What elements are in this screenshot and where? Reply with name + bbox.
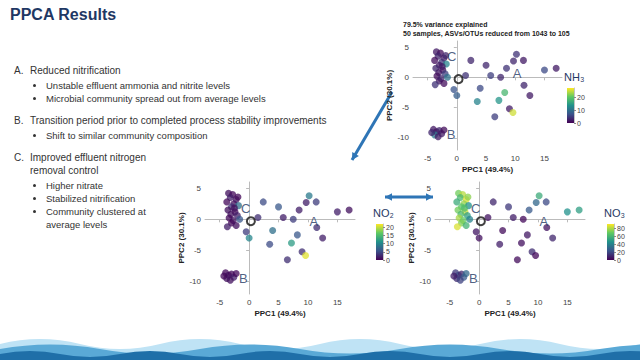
svg-text:10: 10 <box>303 298 312 307</box>
svg-text:C: C <box>447 49 456 64</box>
svg-text:-5: -5 <box>446 298 454 307</box>
svg-text:PPC1 (49.4%): PPC1 (49.4%) <box>462 165 513 174</box>
svg-text:10: 10 <box>533 298 542 307</box>
svg-text:40: 40 <box>617 241 625 248</box>
svg-text:PPC2 (30.1%): PPC2 (30.1%) <box>177 212 186 263</box>
html-text:Transition period prior to com: Transition period prior to completed pro… <box>30 115 327 126</box>
svg-text:0: 0 <box>477 298 482 307</box>
svg-text:C: C <box>471 201 480 216</box>
svg-text:-5: -5 <box>402 103 410 112</box>
svg-text:C: C <box>241 201 250 216</box>
svg-text:20: 20 <box>386 224 394 231</box>
svg-text:5: 5 <box>197 184 202 193</box>
svg-text:80: 80 <box>617 225 625 232</box>
svg-text:PPC2 (30.1%): PPC2 (30.1%) <box>407 212 416 263</box>
svg-text:0: 0 <box>386 257 390 264</box>
svg-text:10: 10 <box>511 154 520 163</box>
svg-text:-10: -10 <box>419 277 431 286</box>
svg-text:10: 10 <box>577 107 585 114</box>
svg-text:B: B <box>239 271 248 286</box>
html-text:Higher nitrate: Higher nitrate <box>46 180 103 191</box>
html-text:Shift to similar community com: Shift to similar community composition <box>46 130 208 141</box>
svg-text:5: 5 <box>276 298 281 307</box>
svg-text:20: 20 <box>617 249 625 256</box>
svg-text:5: 5 <box>484 154 489 163</box>
svg-text:0: 0 <box>405 73 410 82</box>
svg-text:0: 0 <box>455 154 460 163</box>
svg-text:B: B <box>469 271 478 286</box>
svg-text:15: 15 <box>386 232 394 239</box>
html-text:B.: B. <box>14 115 24 126</box>
svg-text:0: 0 <box>427 215 432 224</box>
html-text:Stabilized nitrification: Stabilized nitrification <box>46 193 136 204</box>
svg-text:15: 15 <box>333 298 342 307</box>
svg-text:A: A <box>309 214 318 229</box>
svg-text:NH₃: NH₃ <box>564 71 584 83</box>
svg-text:-10: -10 <box>397 133 409 142</box>
svg-text:PPC1 (49.4%): PPC1 (49.4%) <box>484 309 535 318</box>
svg-text:0: 0 <box>577 120 581 127</box>
svg-text:PPC1 (49.4%): PPC1 (49.4%) <box>254 309 305 318</box>
svg-text:-10: -10 <box>189 277 201 286</box>
html-text:PPCA Results: PPCA Results <box>10 6 117 23</box>
svg-text:79.5% variance explained: 79.5% variance explained <box>403 21 487 29</box>
html-text:Improved effluent nitrogen rem: Improved effluent nitrogen removal contr… <box>30 152 146 176</box>
svg-text:5: 5 <box>386 248 390 255</box>
svg-text:15: 15 <box>540 154 549 163</box>
html-text:C.: C. <box>14 152 24 163</box>
svg-text:60: 60 <box>617 233 625 240</box>
svg-text:10: 10 <box>386 240 394 247</box>
svg-text:0: 0 <box>617 257 621 264</box>
svg-text:5: 5 <box>506 298 511 307</box>
svg-text:5: 5 <box>405 43 410 52</box>
svg-text:A: A <box>539 214 548 229</box>
svg-text:A: A <box>513 66 522 81</box>
svg-text:-5: -5 <box>194 246 202 255</box>
html-text:Reduced nitrification: Reduced nitrification <box>30 65 121 76</box>
svg-text:15: 15 <box>563 298 572 307</box>
svg-text:-5: -5 <box>424 154 432 163</box>
html-text:Microbial community spread out: Microbial community spread out from aver… <box>46 93 266 104</box>
svg-text:PPC2 (30.1%): PPC2 (30.1%) <box>385 70 394 121</box>
svg-text:NO₂: NO₂ <box>373 207 394 219</box>
svg-text:-5: -5 <box>424 246 432 255</box>
svg-text:5: 5 <box>427 184 432 193</box>
html-text:Community clustered at average: Community clustered at average levels <box>46 206 146 230</box>
svg-text:0: 0 <box>247 298 252 307</box>
html-text:Unstable effluent ammonia and: Unstable effluent ammonia and nitrite le… <box>46 80 231 91</box>
svg-text:50 samples, ASVs/OTUs reduced: 50 samples, ASVs/OTUs reduced from 1043 … <box>403 30 570 38</box>
svg-text:-5: -5 <box>216 298 224 307</box>
html-text:A.: A. <box>14 65 24 76</box>
svg-text:NO₃: NO₃ <box>604 207 625 219</box>
svg-text:20: 20 <box>577 94 585 101</box>
svg-text:B: B <box>447 127 456 142</box>
svg-text:0: 0 <box>197 215 202 224</box>
